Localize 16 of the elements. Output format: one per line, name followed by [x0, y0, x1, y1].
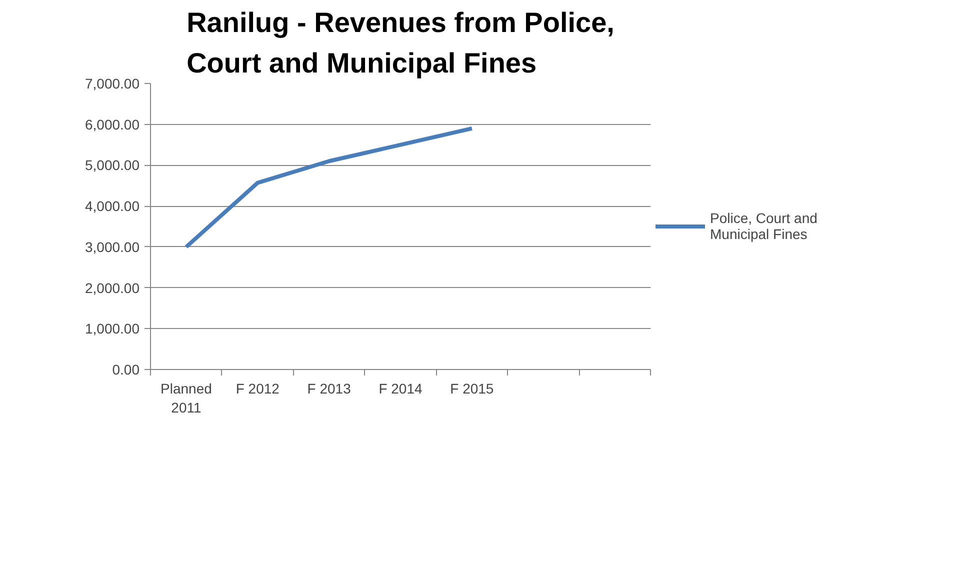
x-tick-label: F 2013 — [307, 380, 352, 396]
chart-title: Ranilug - Revenues from Police, Court and Municipal Fines — [186, 7, 614, 78]
y-tick-label: 4,000.00 — [85, 198, 140, 214]
x-tick-label: Planned 2011 — [160, 380, 212, 416]
y-tick-label: 5,000.00 — [85, 157, 140, 174]
y-tick-label: 6,000.00 — [85, 116, 140, 132]
y-tick-label: 2,000.00 — [85, 280, 140, 296]
legend-label: Police, Court and Municipal Fines — [710, 210, 818, 242]
x-tick-label: F 2015 — [450, 380, 494, 396]
x-tick-label: F 2012 — [236, 380, 280, 396]
y-tick-label: 3,000.00 — [85, 238, 140, 255]
y-tick-label: 0.00 — [112, 362, 140, 378]
x-tick-label: F 2014 — [378, 380, 423, 396]
y-tick-label: 1,000.00 — [85, 320, 140, 337]
y-tick-label: 7,000.00 — [85, 76, 140, 92]
line-series — [184, 126, 474, 249]
